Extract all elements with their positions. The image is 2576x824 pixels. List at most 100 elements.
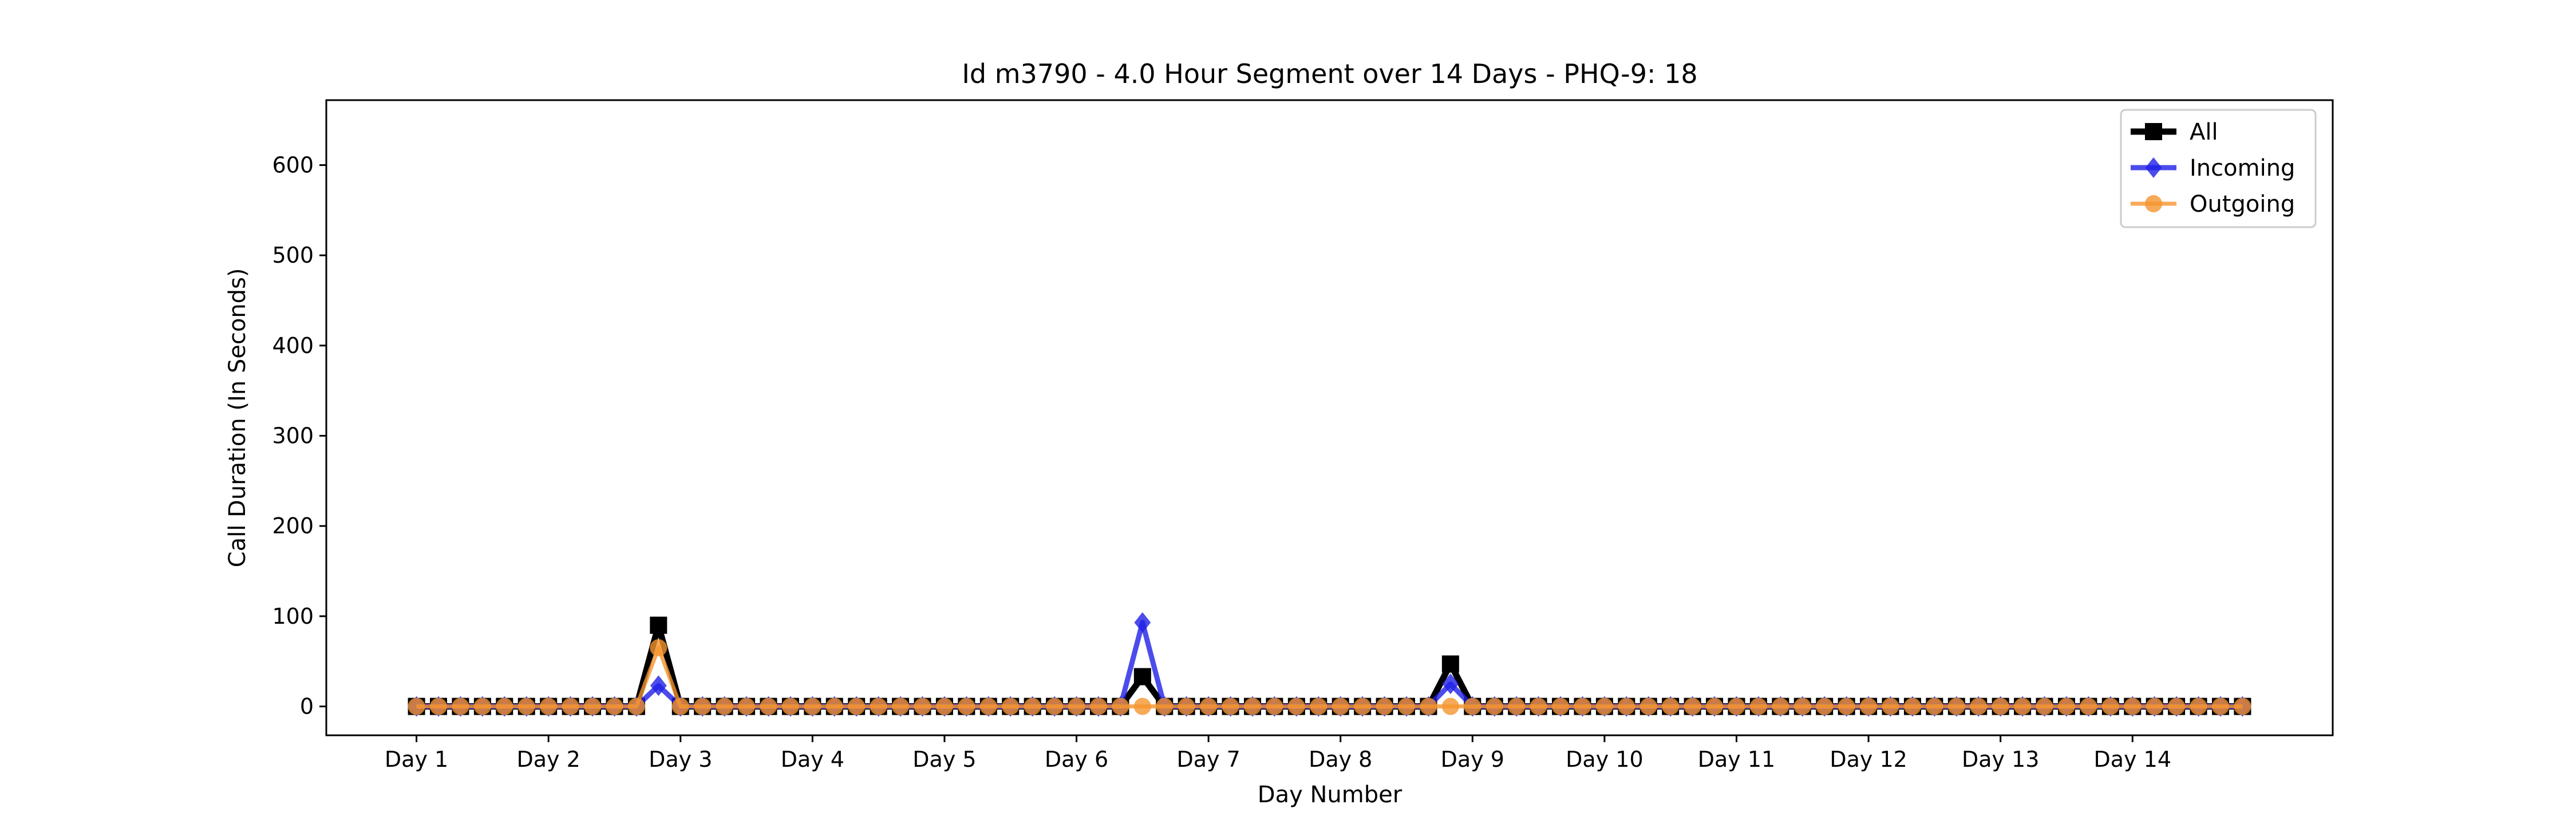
data-point-outgoing [958,698,975,715]
data-point-outgoing [1002,698,1020,715]
data-point-outgoing [1332,698,1349,715]
data-point-outgoing [935,698,953,715]
data-point-outgoing [979,698,997,715]
x-tick-label: Day 9 [1441,747,1504,772]
data-point-outgoing [1618,698,1635,715]
x-tick-label: Day 3 [649,747,712,772]
x-tick-label: Day 14 [2094,747,2171,772]
data-point-outgoing [1287,698,1305,715]
data-point-outgoing [1530,698,1547,715]
x-tick-label: Day 13 [1962,747,2039,772]
data-point-outgoing [430,698,448,715]
x-axis: Day 1 Day 2 Day 3 Day 4 Day 5 Day 6 Day 7 Day 8… [385,735,2171,772]
data-point-outgoing [1838,698,1855,715]
legend-frame [2120,109,2317,228]
data-point-outgoing [2014,698,2032,715]
data-point-outgoing [1222,698,1239,715]
data-point-outgoing [1310,698,1327,715]
x-tick-label: Day 6 [1045,747,1108,772]
data-point-outgoing [1243,698,1261,715]
y-tick-label: 100 [272,604,314,629]
data-point-outgoing [1420,698,1437,715]
data-point-outgoing [1595,698,1613,715]
data-point-outgoing [1860,698,1878,715]
x-axis-label: Day Number [1258,782,1402,808]
data-point-outgoing [1376,698,1393,715]
data-point-outgoing [1903,698,1921,715]
chart-title: Id m3790 - 4.0 Hour Segment over 14 Days… [962,58,1697,89]
data-point-outgoing [1662,698,1680,715]
legend-label: Outgoing [2190,191,2295,217]
data-point-outgoing [1046,698,1064,715]
legend-label: Incoming [2190,155,2295,181]
data-point-outgoing [1706,698,1724,715]
data-point-outgoing [848,698,866,715]
data-point-outgoing [2168,698,2186,715]
data-point-outgoing [1068,698,1085,715]
data-point-outgoing [1508,698,1526,715]
data-point-outgoing [1970,698,1988,715]
x-tick-label: Day 2 [517,747,580,772]
legend-entry-incoming: Incoming [2131,155,2295,181]
series-layer [408,612,2251,717]
data-point-outgoing [408,698,425,715]
data-point-outgoing [1133,698,1151,715]
data-point-outgoing [2234,698,2251,715]
data-point-outgoing [1926,698,1943,715]
legend-label: All [2190,119,2218,145]
data-point-incoming [650,675,667,696]
data-point-outgoing [694,698,712,715]
data-point-outgoing [1200,698,1218,715]
legend-marker [2145,157,2162,178]
x-tick-label: Day 11 [1698,747,1775,772]
data-point-outgoing [517,698,535,715]
data-point-all [650,616,667,634]
data-point-outgoing [2057,698,2075,715]
data-point-outgoing [716,698,733,715]
data-point-outgoing [1178,698,1195,715]
data-point-outgoing [1024,698,1041,715]
legend-entry-outgoing: Outgoing [2131,191,2295,217]
plot-area: 0 100 200 300 400 500 600 Day 1 Day 2 Day 3 Day 4… [272,99,2334,772]
data-point-incoming [1134,612,1151,633]
x-tick-label: Day 12 [1830,747,1907,772]
data-point-outgoing [1464,698,1481,715]
y-tick-label: 0 [300,694,314,719]
data-point-outgoing [473,698,491,715]
y-tick-label: 300 [272,423,314,449]
data-point-outgoing [1354,698,1372,715]
data-point-outgoing [892,698,910,715]
data-point-outgoing [738,698,756,715]
data-point-outgoing [627,698,645,715]
data-point-outgoing [2146,698,2163,715]
data-point-outgoing [1684,698,1701,715]
data-point-outgoing [825,698,843,715]
y-axis-label: Call Duration (In Seconds) [224,268,251,568]
data-point-outgoing [650,639,667,657]
data-point-outgoing [1882,698,1899,715]
data-point-outgoing [2124,698,2142,715]
data-point-all [1133,668,1151,686]
legend-entry-all: All [2131,119,2218,145]
data-point-outgoing [2211,698,2229,715]
data-point-outgoing [1089,698,1107,715]
data-point-all [1441,655,1459,673]
x-tick-label: Day 4 [781,747,844,772]
data-point-outgoing [584,698,602,715]
series-outgoing [408,639,2251,715]
y-tick-label: 200 [272,513,314,538]
data-point-outgoing [1398,698,1416,715]
data-point-outgoing [1947,698,1965,715]
data-point-outgoing [2080,698,2097,715]
data-point-incoming [1442,674,1459,695]
legend: All Incoming Outgoing [2120,109,2317,228]
x-tick-label: Day 8 [1309,747,1372,772]
data-point-outgoing [606,698,623,715]
data-point-outgoing [1793,698,1811,715]
y-tick-label: 400 [272,333,314,358]
y-tick-label: 600 [272,153,314,178]
data-point-outgoing [1552,698,1570,715]
legend-marker [2145,195,2162,212]
x-tick-label: Day 7 [1176,747,1240,772]
data-point-outgoing [1574,698,1591,715]
